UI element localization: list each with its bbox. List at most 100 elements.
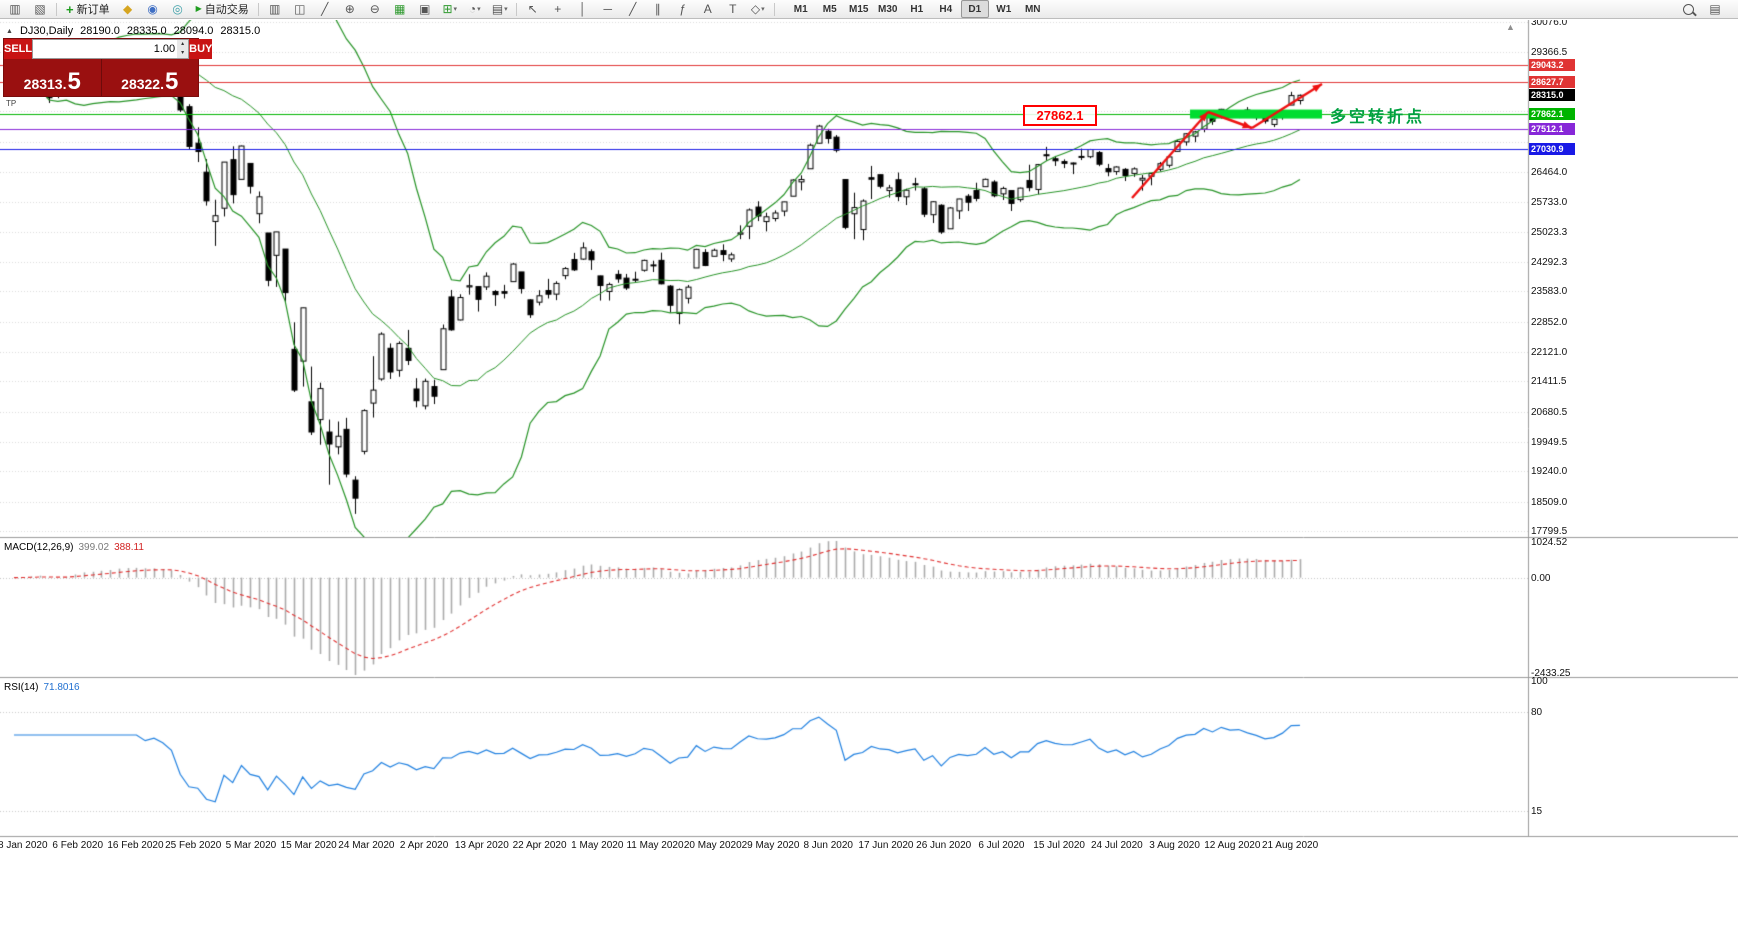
toolbar-separator: [257, 2, 259, 16]
volume-input[interactable]: [33, 40, 178, 58]
trendline-icon[interactable]: ╱: [621, 0, 645, 18]
horizontal-line-icon: ─: [603, 2, 612, 16]
chart-window: 30076.0 29366.5 26464.0 25733.0 25023.3 24292…: [0, 20, 1738, 946]
ohlc-low-value: 28094.0: [173, 25, 214, 37]
rsi-title: RSI(14): [4, 682, 39, 693]
zoom-in-icon[interactable]: ⊕: [338, 0, 362, 18]
tile-windows-icon: ▦: [394, 2, 406, 16]
new-chart-icon: ▥: [9, 2, 21, 16]
buy-button[interactable]: BUY: [189, 39, 213, 59]
indicators-icon[interactable]: ⊞ ▾: [438, 0, 462, 18]
zoom-out-icon: ⊖: [369, 2, 380, 16]
text-label-icon: T: [729, 2, 737, 16]
toolbar-separator: [56, 2, 57, 16]
dropdown-caret-icon: ▾: [477, 6, 481, 13]
rsi-indicator-label: RSI(14) 71.8016: [4, 682, 80, 693]
candlestick-chart-icon: ◫: [294, 2, 306, 16]
toolbar-separator: [773, 2, 775, 16]
toolbar-right-group: ▤: [1676, 0, 1727, 18]
virtual-hosting-icon[interactable]: ◎: [166, 0, 190, 18]
macd-indicator-label: MACD(12,26,9) 399.02 388.11: [4, 542, 144, 553]
tile-windows-icon[interactable]: ▦: [388, 0, 412, 18]
ohlc-high-value: 28335.0: [126, 25, 167, 37]
bar-chart-icon[interactable]: ▥: [263, 0, 287, 18]
horizontal-line-icon[interactable]: ─: [596, 0, 620, 18]
line-chart-icon[interactable]: ╱: [313, 0, 337, 18]
templates-icon[interactable]: ▤ ▾: [488, 0, 512, 18]
timeframe-m5-button[interactable]: M5: [822, 3, 837, 15]
new-order-plus-icon: +: [66, 1, 74, 17]
auto-arrange-icon: ▣: [419, 2, 431, 16]
virtual-hosting-icon: ◎: [172, 2, 183, 16]
macd-signal-value: 388.11: [114, 542, 144, 553]
crosshair-icon: +: [554, 2, 562, 16]
turning-point-label[interactable]: 多空转折点: [1330, 109, 1426, 126]
volume-spinner: ▴ ▾: [177, 40, 189, 58]
text-label-icon[interactable]: T: [721, 0, 745, 18]
auto-trading-play-icon: ▶: [195, 4, 202, 13]
vertical-line-icon: │: [579, 2, 587, 16]
crosshair-icon[interactable]: +: [546, 0, 570, 18]
mql5-community-icon: ◆: [122, 2, 133, 16]
line-chart-icon: ╱: [321, 2, 329, 16]
periods-icon: ◔: [468, 2, 477, 16]
scroll-to-end-icon[interactable]: ▲: [1506, 22, 1515, 32]
volume-box: ▴ ▾: [32, 39, 190, 59]
collapse-caret-icon[interactable]: ▲: [6, 27, 13, 35]
text-icon[interactable]: A: [696, 0, 720, 18]
trendline-icon: ╱: [629, 2, 637, 16]
zoom-out-icon[interactable]: ⊖: [363, 0, 387, 18]
new-order-label: 新订单: [76, 4, 110, 16]
price-callout-label[interactable]: 27862.1: [1023, 105, 1097, 126]
contacts-icon: ◉: [147, 2, 158, 16]
auto-trading-label: 自动交易: [204, 4, 249, 16]
symbol-period-label: DJ30,Daily: [19, 25, 74, 37]
new-order-button[interactable]: + 新订单: [61, 0, 115, 18]
new-chart-icon[interactable]: ▥: [3, 0, 27, 18]
timeframe-h1-button[interactable]: H1: [910, 3, 924, 15]
equidistant-channel-icon[interactable]: ∥: [646, 0, 670, 18]
mql5-community-icon[interactable]: ◆: [116, 0, 140, 18]
one-click-trading-panel: SELL ▴ ▾ BUY 28313.5 28322.5: [3, 38, 213, 97]
timeframe-m15-button[interactable]: M15: [849, 3, 869, 15]
contacts-icon[interactable]: ◉: [141, 0, 165, 18]
toolbox-icon: ▤: [1709, 2, 1721, 16]
timeframe-w1-button[interactable]: W1: [996, 3, 1012, 15]
arrows-icon[interactable]: ◇ ▾: [746, 0, 770, 18]
macd-main-value: 399.02: [78, 542, 110, 553]
auto-arrange-icon[interactable]: ▣: [413, 0, 437, 18]
search-icon: [1682, 3, 1694, 15]
main-toolbar: ▥ ▧ + 新订单 ◆ ◉ ◎ ▶ 自动交易 ▥ ◫ ╱ ⊕ ⊖ ▦ ▣ ⊞ ▾ ◔ ▾ ▤ ▾ ↖ + │ ─ ╱ ∥ ƒ A T ◇ ▾ M1…: [0, 0, 1738, 19]
toolbox-icon[interactable]: ▤: [1703, 0, 1727, 18]
toolbar-separator: [515, 2, 517, 16]
timeframe-d1-button[interactable]: D1: [960, 0, 989, 18]
volume-up-button[interactable]: ▴: [181, 41, 185, 47]
buy-price-display[interactable]: 28322. 5: [121, 68, 179, 95]
timeframe-group: M1 M5 M15 M30 H1 H4 D1 W1 MN: [787, 0, 1047, 18]
ohlc-open-value: 28190.0: [80, 25, 120, 37]
dropdown-caret-icon: ▾: [453, 6, 458, 13]
volume-down-button[interactable]: ▾: [181, 50, 185, 56]
price-chart-canvas[interactable]: [0, 20, 1738, 946]
cursor-icon[interactable]: ↖: [521, 0, 545, 18]
timeframe-m1-button[interactable]: M1: [793, 3, 808, 15]
periods-icon[interactable]: ◔ ▾: [463, 0, 487, 18]
fibonacci-icon[interactable]: ƒ: [671, 0, 695, 18]
timeframe-h4-button[interactable]: H4: [939, 3, 953, 15]
price-divider: [100, 59, 102, 96]
indicators-icon: ⊞: [442, 2, 453, 16]
timeframe-m30-button[interactable]: M30: [878, 3, 898, 15]
chart-ohlc-header: ▲ DJ30,Daily 28190.0 28335.0 28094.0 283…: [6, 25, 260, 37]
dropdown-caret-icon: ▾: [761, 6, 765, 13]
tp-marker: TP: [6, 99, 17, 108]
chart-profiles-icon[interactable]: ▧: [28, 0, 52, 18]
search-icon[interactable]: [1676, 0, 1700, 18]
sell-button[interactable]: SELL: [4, 39, 33, 59]
zoom-in-icon: ⊕: [344, 2, 355, 16]
auto-trading-button[interactable]: ▶ 自动交易: [191, 0, 254, 18]
vertical-line-icon[interactable]: │: [571, 0, 595, 18]
sell-price-display[interactable]: 28313. 5: [23, 68, 81, 95]
candlestick-chart-icon[interactable]: ◫: [288, 0, 312, 18]
timeframe-mn-button[interactable]: MN: [1024, 3, 1041, 15]
